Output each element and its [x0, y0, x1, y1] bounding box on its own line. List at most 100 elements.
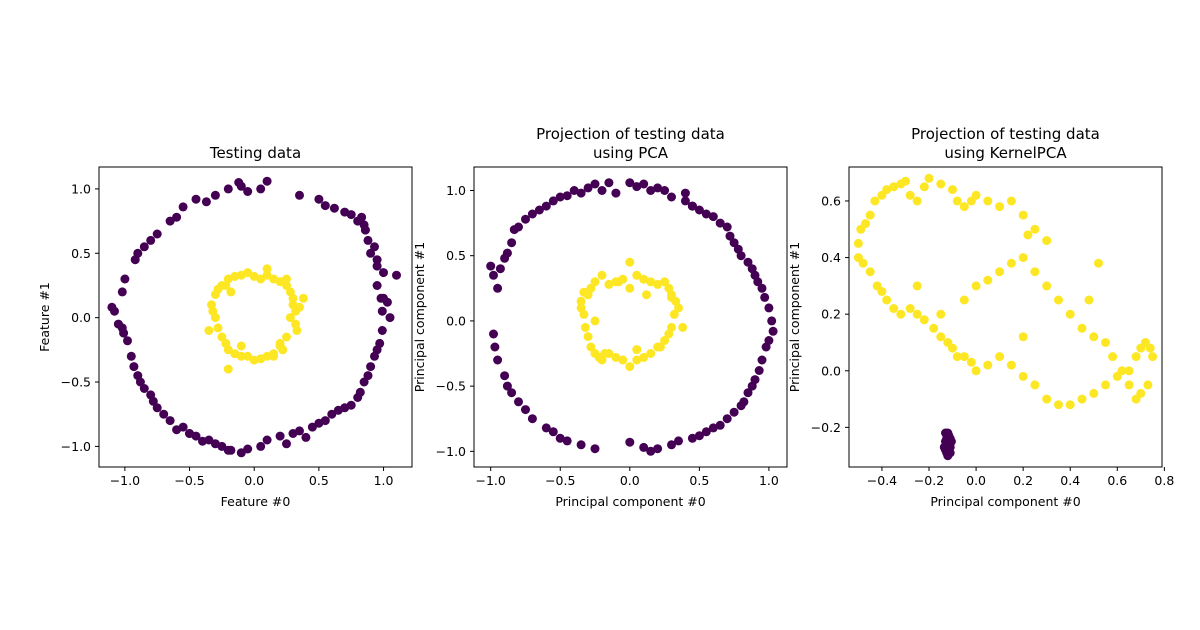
testing-data-point-outer: [148, 396, 158, 406]
testing-data-point-outer: [223, 445, 233, 455]
testing-data-point-outer: [320, 416, 330, 426]
pca-point-inner: [639, 274, 649, 284]
pca-point-outer: [694, 431, 704, 441]
pca-point-outer: [493, 355, 503, 365]
kernelpca-point-inner: [983, 275, 993, 285]
kernelpca-point-inner: [1018, 371, 1028, 381]
kernelpca-point-inner: [936, 309, 946, 319]
testing-data-point-outer: [379, 293, 388, 303]
pca-point-outer: [576, 440, 586, 450]
testing-data-point-outer: [152, 229, 162, 239]
testing-data-point-outer: [320, 201, 330, 211]
kernelpca-point-inner: [1101, 338, 1110, 347]
pca-point-outer: [562, 436, 572, 446]
kernelpca-point-inner: [865, 210, 875, 220]
testing-data-point-outer: [295, 426, 304, 436]
kernelpca-xtick-label: −0.4: [867, 473, 897, 488]
kernelpca-ytick-label: 0.2: [821, 307, 841, 322]
pca-point-inner: [646, 277, 656, 287]
testing-data-point-inner: [230, 349, 240, 359]
testing-data-point-outer: [379, 268, 388, 278]
pca-point-outer: [507, 238, 517, 248]
pca-point-outer: [576, 188, 586, 198]
kernelpca-point-outer: [942, 448, 952, 458]
pca-point-outer: [715, 420, 725, 430]
pca-point-outer: [743, 388, 753, 398]
pca-point-outer: [493, 283, 503, 293]
kernelpca-point-inner: [924, 173, 934, 183]
pca-ytick-label: −1.0: [436, 444, 466, 459]
testing-data-ytick-label: 0.0: [71, 310, 91, 325]
testing-data-point-inner: [217, 332, 227, 342]
kernelpca-point-inner: [1131, 394, 1141, 404]
testing-data-point-inner: [204, 326, 214, 335]
kernelpca-point-inner: [936, 179, 946, 189]
kernelpca-point-inner: [1124, 366, 1134, 376]
testing-data-point-outer: [191, 194, 201, 204]
testing-data-point-outer: [372, 281, 382, 290]
testing-data-point-outer: [301, 432, 311, 442]
pca-point-inner: [576, 296, 586, 306]
pca-point-inner: [625, 362, 635, 372]
testing-data-point-outer: [256, 184, 266, 194]
pca-point-inner: [674, 303, 683, 313]
pca-point-outer: [708, 212, 718, 222]
pca-point-outer: [680, 188, 690, 198]
pca-point-outer: [495, 264, 505, 274]
kernelpca-point-inner: [1006, 258, 1016, 268]
kernelpca-point-inner: [919, 315, 929, 325]
kernelpca-point-inner: [1084, 295, 1094, 305]
testing-data-point-inner: [275, 341, 285, 351]
testing-data-point-outer: [370, 242, 379, 252]
testing-data-point-outer: [130, 255, 140, 265]
pca-point-inner: [618, 355, 628, 365]
testing-data-point-inner: [221, 281, 231, 290]
kernelpca-point-inner: [1077, 323, 1087, 333]
pca-point-outer: [583, 183, 593, 193]
pca-point-outer: [674, 436, 683, 446]
kernelpca-point-inner: [1030, 380, 1040, 390]
kernelpca-xtick-label: −0.2: [914, 473, 944, 488]
kernelpca-axes-frame: [848, 166, 1163, 468]
testing-data-x-axis-label: Feature #0: [221, 494, 291, 509]
panel-kernelpca-projection: −0.4 −0.2 0.0 0.2 0.4 0.6 0.8 −0.2 0.0 0.2 0.4 0.6 P…: [787, 125, 1174, 509]
pca-point-inner: [600, 349, 610, 358]
pca-xtick-label: 1.0: [759, 473, 779, 488]
testing-data-point-outer: [172, 212, 182, 222]
kernelpca-point-inner: [1101, 380, 1110, 390]
pca-point-inner: [583, 332, 593, 342]
kernelpca-point-inner: [896, 309, 906, 319]
testing-data-point-outer: [139, 242, 149, 252]
pca-point-outer: [722, 222, 732, 232]
kernelpca-ytick-label: 0.6: [821, 193, 841, 208]
pca-point-outer: [548, 427, 558, 437]
testing-data-xtick-label: 1.0: [374, 473, 394, 488]
kernelpca-point-inner: [905, 304, 915, 313]
pca-point-inner: [655, 342, 665, 352]
testing-data-point-outer: [223, 184, 233, 194]
testing-data-point-outer: [282, 439, 291, 449]
pca-point-outer: [708, 423, 718, 433]
kernelpca-point-inner: [1148, 352, 1158, 362]
pca-point-outer: [514, 222, 523, 232]
testing-data-point-inner: [262, 270, 272, 280]
testing-data-point-outer: [372, 255, 382, 265]
pca-point-outer: [590, 444, 600, 454]
testing-data-point-inner: [262, 264, 272, 274]
kernelpca-xtick-label: 0.8: [1154, 473, 1174, 488]
pca-point-outer: [715, 218, 725, 228]
testing-data-point-outer: [327, 409, 337, 419]
pca-point-outer: [667, 440, 676, 450]
testing-data-point-outer: [363, 235, 373, 245]
kernelpca-point-inner: [1131, 352, 1141, 362]
pca-point-outer: [653, 444, 663, 454]
pca-xtick-label: 0.0: [620, 473, 640, 488]
testing-data-point-inner: [292, 326, 302, 335]
pca-ytick-label: −0.5: [436, 379, 466, 394]
pca-point-outer: [639, 442, 649, 452]
kernelpca-ytick-label: 0.0: [821, 363, 841, 378]
pca-point-inner: [678, 322, 688, 332]
testing-data-point-outer: [152, 403, 162, 413]
pca-point-inner: [576, 303, 586, 313]
kernelpca-point-outer: [943, 439, 953, 449]
